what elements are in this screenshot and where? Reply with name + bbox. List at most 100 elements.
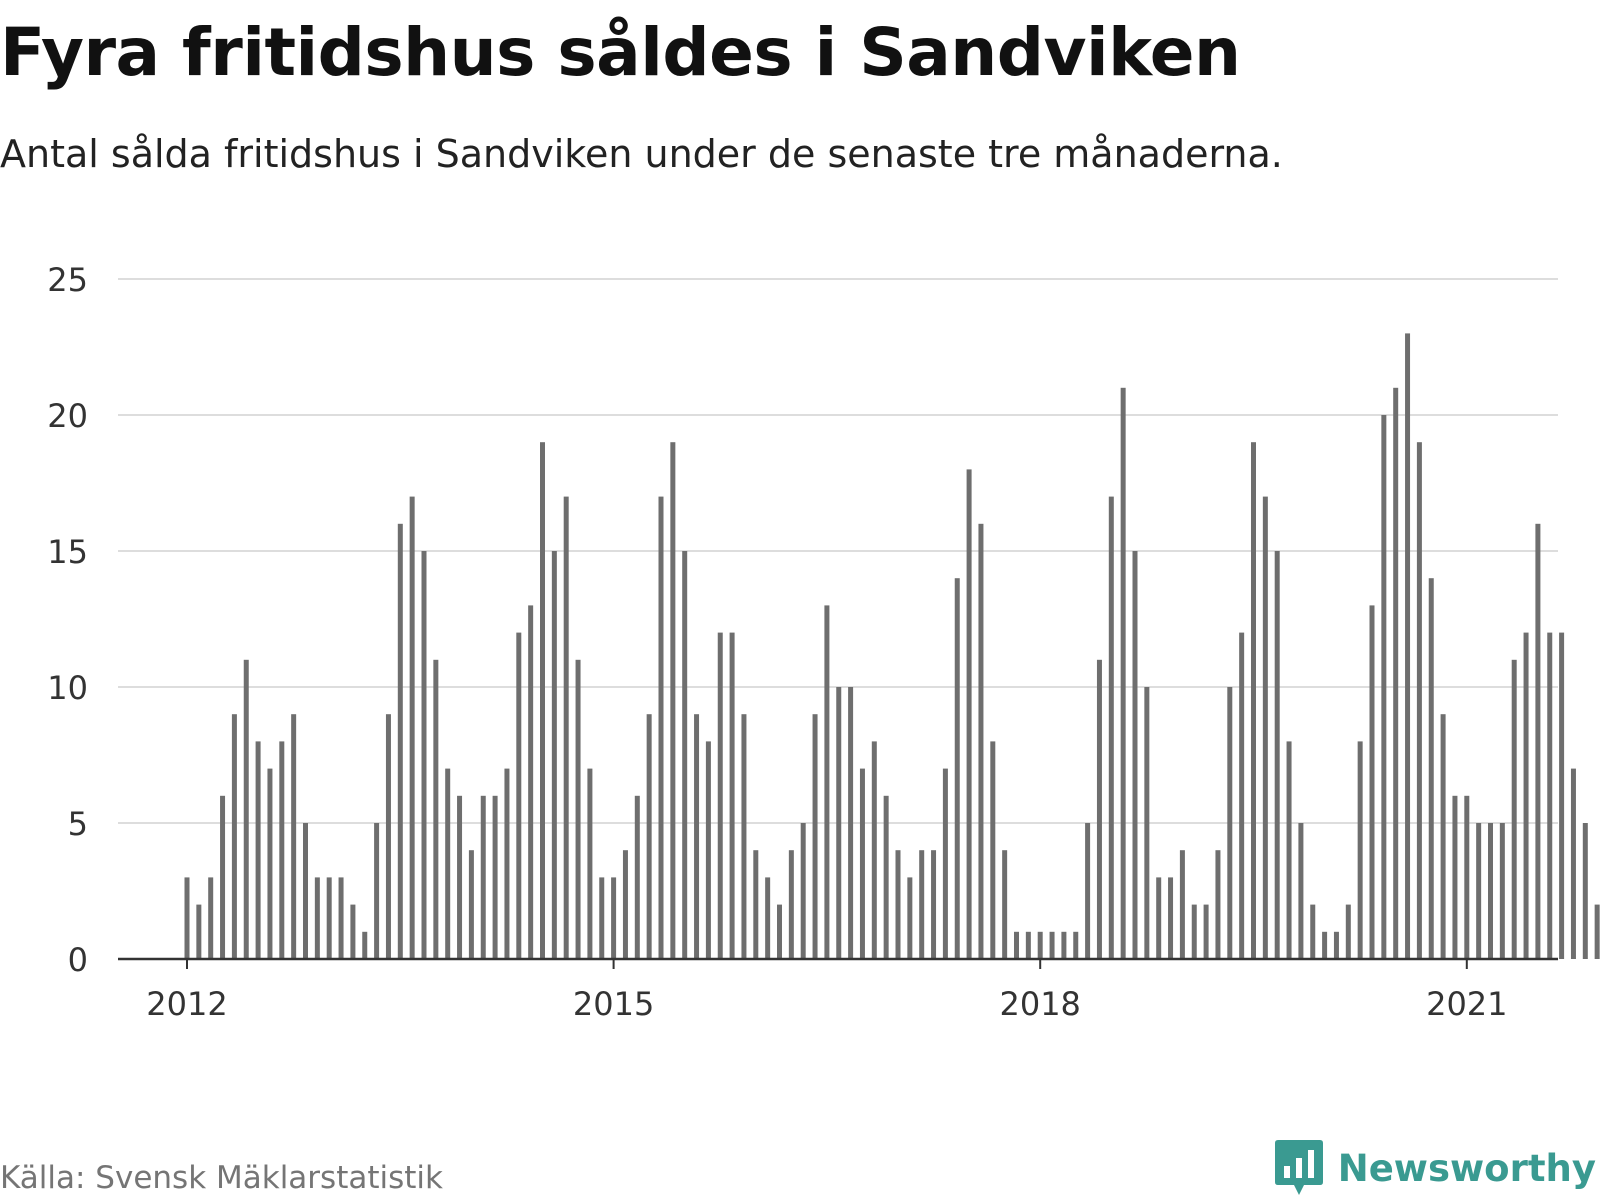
x-axis-ticks: 20122015201820212023	[146, 959, 1508, 1023]
y-tick-label: 0	[68, 941, 88, 979]
bar	[788, 850, 794, 959]
bar	[978, 523, 984, 959]
bar	[1405, 333, 1411, 959]
bar	[1014, 931, 1019, 959]
bar	[184, 877, 190, 959]
bar	[231, 714, 237, 959]
bar	[1120, 387, 1126, 959]
bar	[374, 823, 380, 959]
logo-bar-2	[1295, 1158, 1302, 1178]
bar	[362, 931, 368, 959]
bar	[326, 877, 332, 959]
chart-title: Fyra fritidshus såldes i Sandviken	[0, 14, 1241, 91]
bar	[871, 741, 877, 959]
y-tick-label: 25	[47, 261, 88, 299]
bar	[397, 523, 403, 959]
bar	[1191, 904, 1197, 959]
bar	[1559, 632, 1565, 959]
bar	[1085, 823, 1091, 959]
bar	[1535, 523, 1541, 959]
bar	[931, 850, 937, 959]
bar	[220, 795, 226, 959]
bar	[634, 795, 640, 959]
bar	[741, 714, 747, 959]
bar	[1357, 741, 1363, 959]
bar	[1156, 877, 1162, 959]
bar	[1310, 904, 1316, 959]
bar	[1298, 823, 1304, 959]
bar	[1594, 904, 1600, 959]
bar	[1416, 442, 1422, 959]
bar	[516, 632, 522, 959]
bar	[919, 850, 925, 959]
bar	[1428, 578, 1434, 959]
source-note: Källa: Svensk Mäklarstatistik	[0, 1160, 443, 1196]
bar	[551, 551, 557, 959]
bar	[1499, 823, 1505, 959]
bar	[433, 659, 439, 959]
bar	[907, 877, 913, 959]
bar	[883, 795, 889, 959]
bar	[658, 496, 664, 959]
bar	[1179, 850, 1185, 959]
bar	[622, 850, 628, 959]
bar	[954, 578, 960, 959]
bar	[1144, 687, 1150, 959]
bar	[966, 469, 972, 959]
bar	[1393, 387, 1399, 959]
bar	[1227, 687, 1233, 959]
bar	[1333, 931, 1339, 959]
bar	[753, 850, 759, 959]
bar	[824, 605, 830, 959]
bar	[1168, 877, 1174, 959]
bar	[1452, 795, 1458, 959]
bar	[765, 877, 771, 959]
bar	[1322, 931, 1328, 959]
bar	[1215, 850, 1221, 959]
bar	[812, 714, 818, 959]
bar	[1476, 823, 1482, 959]
bar	[1049, 931, 1055, 959]
bar	[528, 605, 534, 959]
bar	[1440, 714, 1446, 959]
x-tick-label: 2012	[146, 985, 227, 1023]
bar	[540, 442, 545, 959]
brand-logo: Newsworthy	[1274, 1138, 1596, 1198]
bar	[445, 768, 451, 959]
bar	[990, 741, 996, 959]
bar	[1582, 823, 1588, 959]
bar	[1239, 632, 1245, 959]
newsworthy-logo-icon	[1274, 1140, 1323, 1195]
y-axis-ticks: 0 5 10 15 20 25	[47, 261, 88, 979]
x-tick-label: 2015	[573, 985, 654, 1023]
bars	[184, 333, 1600, 959]
bar	[1262, 496, 1268, 959]
bar	[587, 768, 593, 959]
bar	[563, 496, 569, 959]
bar	[338, 877, 344, 959]
bar	[848, 687, 854, 959]
bar	[646, 714, 652, 959]
bar	[1511, 659, 1517, 959]
x-tick-label: 2018	[999, 985, 1080, 1023]
bar	[599, 877, 605, 959]
bar	[303, 823, 308, 959]
bar	[1488, 823, 1493, 959]
bar	[1570, 768, 1576, 959]
bar	[196, 904, 202, 959]
bar	[859, 768, 865, 959]
bar	[1025, 931, 1031, 959]
brand-name: Newsworthy	[1337, 1146, 1596, 1190]
bar	[1345, 904, 1351, 959]
bar	[694, 714, 700, 959]
bar	[255, 741, 261, 959]
bar	[895, 850, 901, 959]
bar	[729, 632, 735, 959]
bar	[1286, 741, 1292, 959]
bar	[480, 795, 486, 959]
bar	[1061, 931, 1067, 959]
bar	[243, 659, 249, 959]
bar	[670, 442, 676, 959]
bar	[279, 741, 285, 959]
bar	[267, 768, 273, 959]
